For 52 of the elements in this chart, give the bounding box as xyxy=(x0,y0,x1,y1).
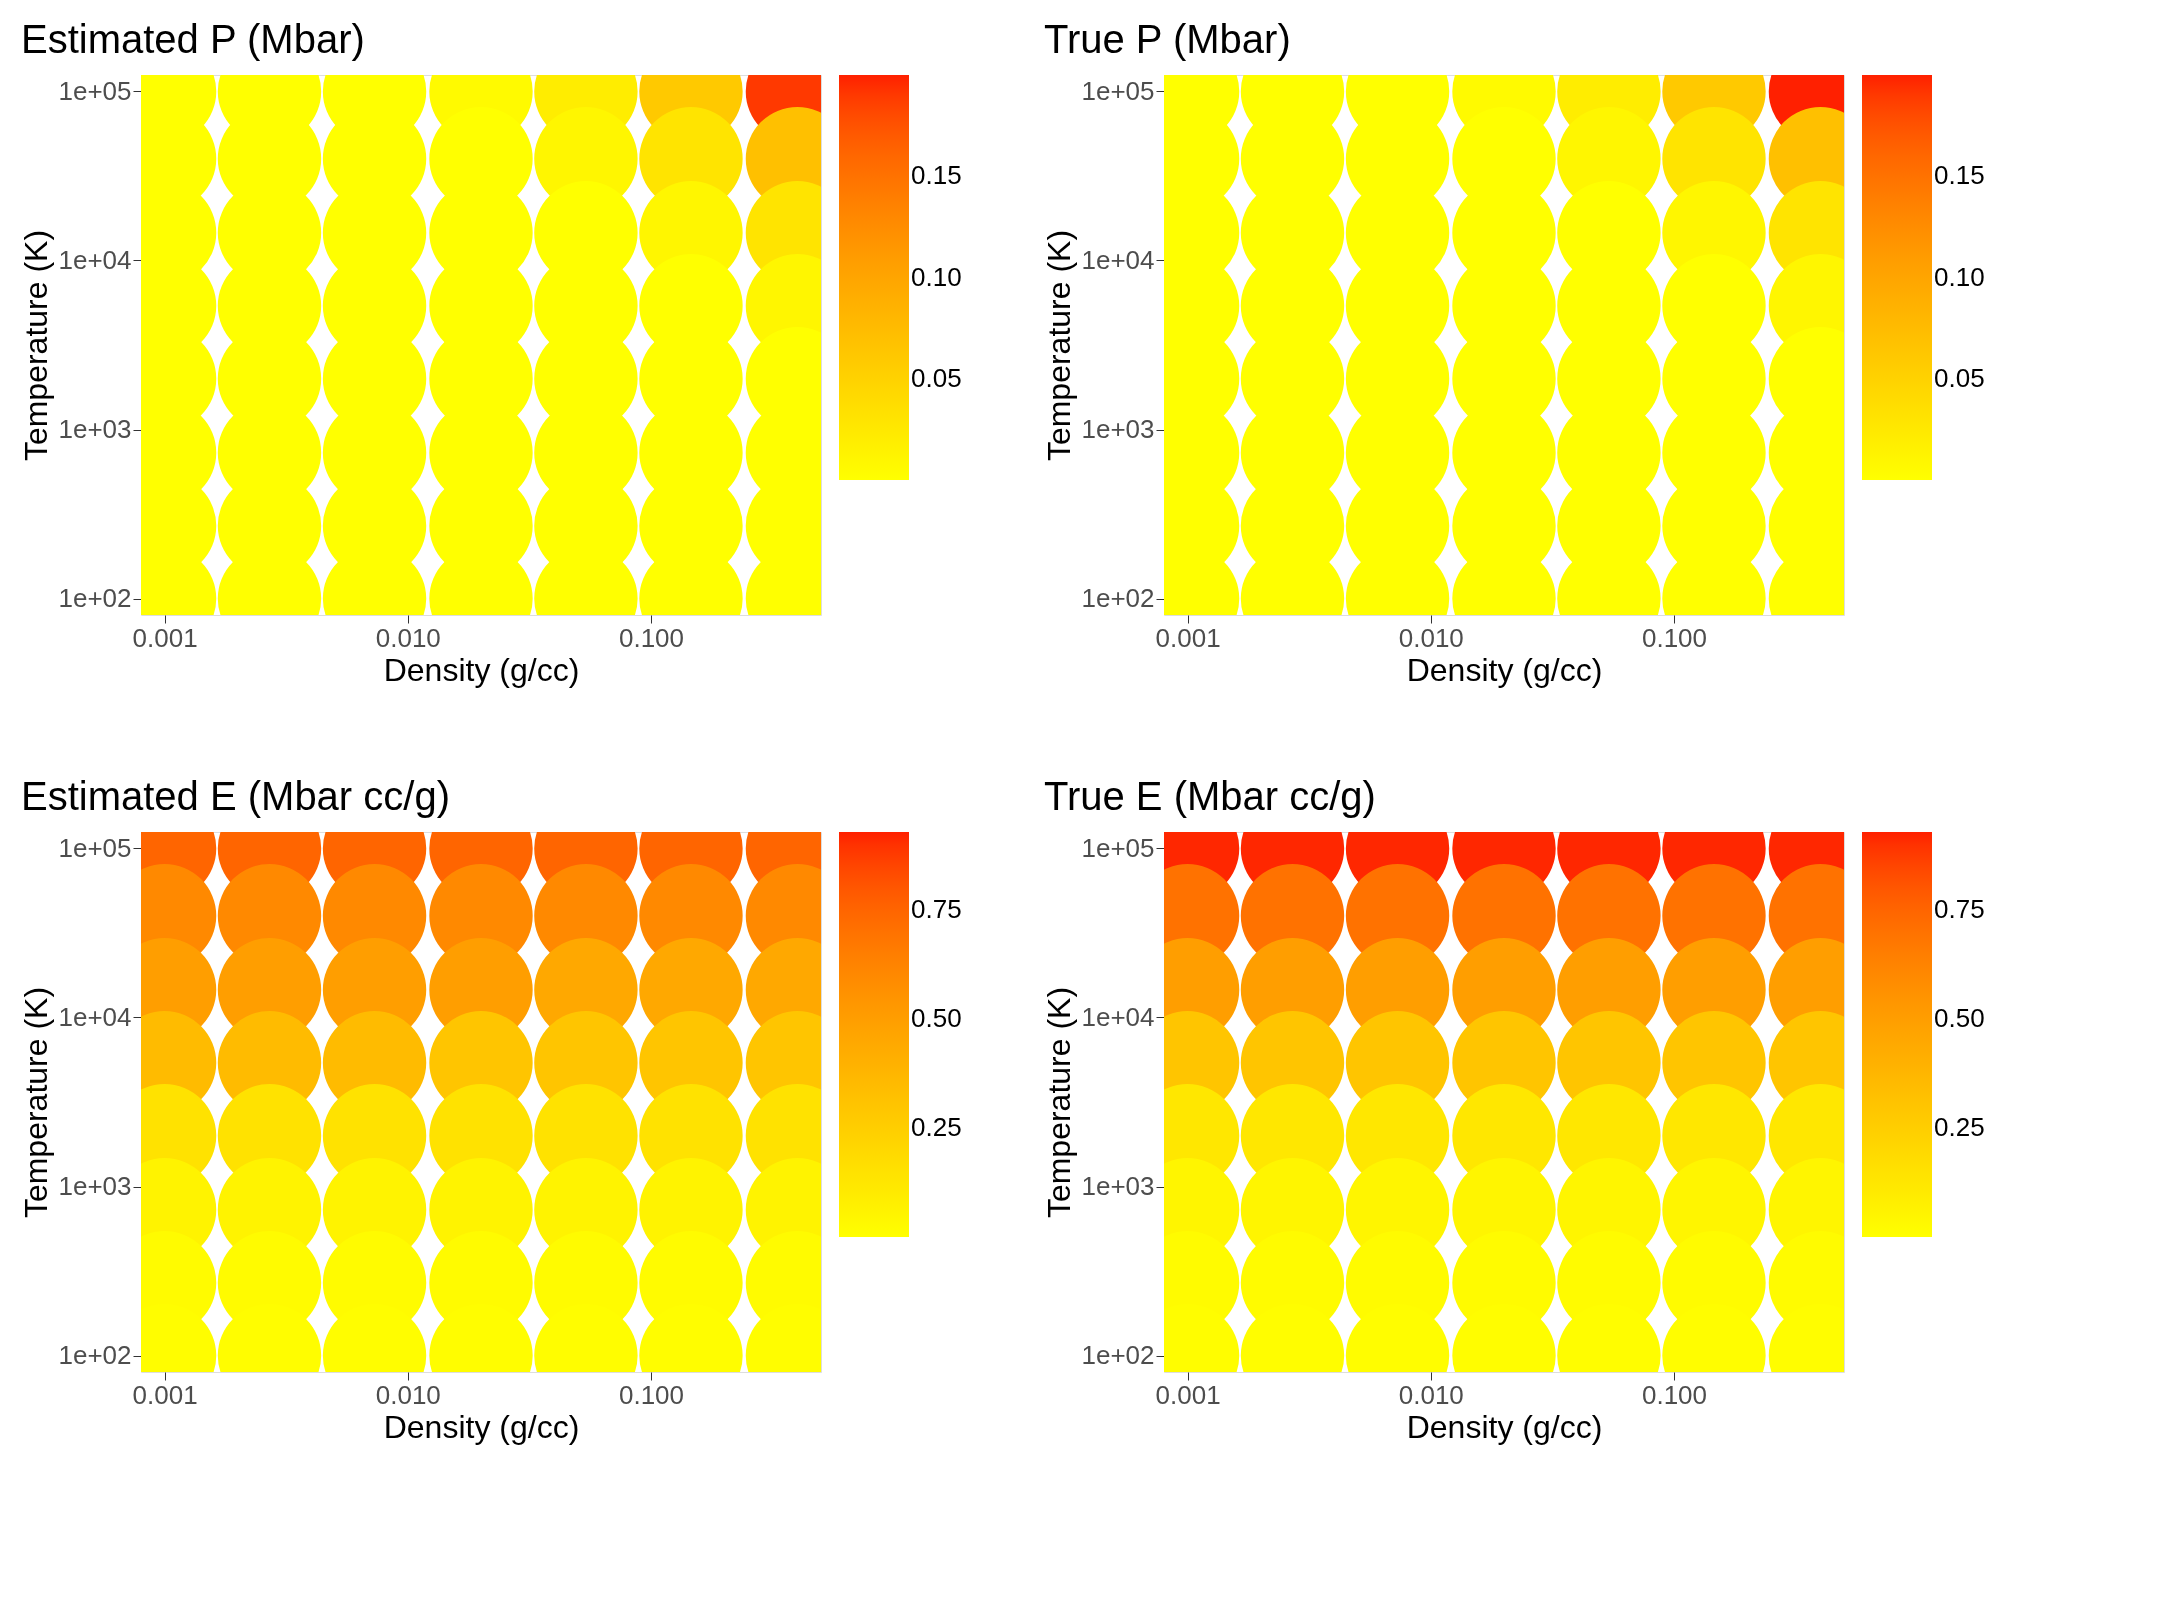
x-tick-label: 0.010 xyxy=(1398,622,1464,653)
color-bar-label: 0.25 xyxy=(1934,1112,1985,1143)
x-tick-label: 0.001 xyxy=(1155,622,1221,653)
y-axis-title: Temperature (K) xyxy=(1041,229,1078,462)
x-axis-title: Density (g/cc) xyxy=(383,651,580,688)
x-tick-label: 0.001 xyxy=(132,622,198,653)
x-tick-label: 0.001 xyxy=(1155,1379,1221,1410)
y-tick-label: 1e+05 xyxy=(1081,832,1155,863)
color-bar-label: 0.50 xyxy=(1934,1003,1985,1034)
x-tick-label: 0.010 xyxy=(375,622,441,653)
color-bar-label: 0.15 xyxy=(911,160,962,191)
y-tick-label: 1e+03 xyxy=(1081,1171,1155,1202)
y-tick-label: 1e+05 xyxy=(1081,75,1155,106)
y-tick-label: 1e+04 xyxy=(58,1001,132,1032)
x-tick-label: 0.100 xyxy=(1641,1379,1708,1410)
y-tick-label: 1e+02 xyxy=(1081,583,1155,614)
x-axis-title: Density (g/cc) xyxy=(383,1408,580,1445)
y-tick-label: 1e+03 xyxy=(1081,414,1155,445)
color-bar-label: 0.25 xyxy=(911,1112,962,1143)
x-axis-title: Density (g/cc) xyxy=(1406,1408,1603,1445)
chart-title: True E (Mbar cc/g) xyxy=(1043,774,1376,818)
color-bar-label: 0.75 xyxy=(1934,894,1985,925)
y-tick-label: 1e+03 xyxy=(58,1171,132,1202)
y-tick-label: 1e+05 xyxy=(58,75,132,106)
x-tick-label: 0.100 xyxy=(618,1379,685,1410)
y-tick-label: 1e+02 xyxy=(58,583,132,614)
color-bar-label: 0.05 xyxy=(1934,362,1985,393)
y-tick-label: 1e+04 xyxy=(58,244,132,275)
x-tick-label: 0.100 xyxy=(1641,622,1708,653)
color-bar-label: 0.15 xyxy=(1934,160,1985,191)
color-bar-label: 0.75 xyxy=(911,894,962,925)
x-tick-label: 0.100 xyxy=(618,622,685,653)
y-axis-title: Temperature (K) xyxy=(18,986,55,1219)
chart-title: True P (Mbar) xyxy=(1043,17,1291,61)
chart-title: Estimated E (Mbar cc/g) xyxy=(20,774,450,818)
x-axis-title: Density (g/cc) xyxy=(1406,651,1603,688)
chart-title: Estimated P (Mbar) xyxy=(20,17,365,61)
y-tick-label: 1e+02 xyxy=(58,1340,132,1371)
y-tick-label: 1e+05 xyxy=(58,832,132,863)
x-tick-label: 0.010 xyxy=(1398,1379,1464,1410)
y-tick-label: 1e+04 xyxy=(1081,244,1155,275)
y-axis-title: Temperature (K) xyxy=(1041,986,1078,1219)
color-bar-label: 0.10 xyxy=(911,261,962,292)
x-tick-label: 0.010 xyxy=(375,1379,441,1410)
x-tick-label: 0.001 xyxy=(132,1379,198,1410)
y-tick-label: 1e+04 xyxy=(1081,1001,1155,1032)
y-axis-title: Temperature (K) xyxy=(18,229,55,462)
y-tick-label: 1e+02 xyxy=(1081,1340,1155,1371)
color-bar-label: 0.10 xyxy=(1934,261,1985,292)
color-bar-label: 0.05 xyxy=(911,362,962,393)
y-tick-label: 1e+03 xyxy=(58,414,132,445)
color-bar-label: 0.50 xyxy=(911,1003,962,1034)
